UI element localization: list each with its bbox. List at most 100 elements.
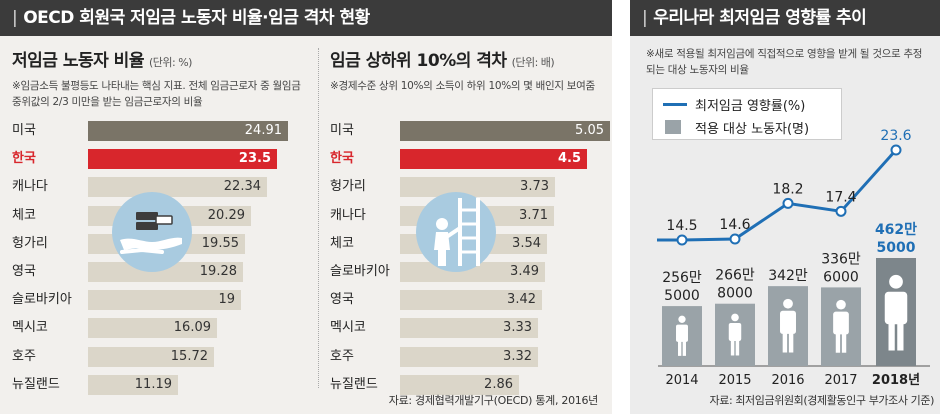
person-icon: [731, 313, 739, 322]
person-icon: [888, 323, 895, 351]
bar: [400, 121, 610, 141]
value-label: 3.49: [510, 264, 539, 279]
bar: [400, 346, 538, 367]
year-tick-label: 2014: [665, 373, 698, 388]
person-icon: [730, 340, 735, 356]
low-wage-panel: | OECD 회원국 저임금 노동자 비율·임금 격차 현황 저임금 노동자 비율…: [0, 0, 612, 414]
person-icon: [836, 299, 846, 310]
value-label: 4.5: [557, 151, 581, 167]
value-label: 3.32: [503, 348, 532, 364]
bar-row: 캐나다 3.71: [330, 204, 670, 230]
rate-point: [676, 234, 688, 246]
worker-count-label: 256만: [662, 270, 702, 286]
person-icon: [835, 333, 841, 353]
category-label: 영국: [330, 292, 354, 308]
rate-point: [782, 197, 794, 209]
category-label: 체코: [12, 207, 36, 223]
category-label: 슬로바키아: [330, 264, 390, 279]
bar-row: 호주 15.72: [12, 345, 348, 371]
value-label: 24.91: [244, 123, 282, 138]
bar: [400, 290, 542, 311]
category-label: 호주: [12, 348, 36, 364]
ladder-person-icon-graphic: [434, 198, 480, 266]
bar: [400, 177, 555, 198]
worker-count-label: 462만: [875, 222, 917, 238]
category-label: 헝가리: [330, 179, 366, 195]
category-label: 캐나다: [12, 179, 48, 195]
person-icon: [682, 341, 686, 356]
bar-row: 뉴질랜드 11.19: [12, 373, 348, 399]
bar-row: 체코 3.54: [330, 232, 670, 258]
category-label: 호주: [330, 348, 354, 364]
category-label: 한국: [330, 151, 354, 167]
value-label: 19.28: [199, 264, 237, 279]
panel-header: | OECD 회원국 저임금 노동자 비율·임금 격차 현황: [0, 0, 612, 36]
rate-value-label: 17.4: [825, 189, 856, 205]
bar-row: 헝가리 3.73: [330, 175, 670, 201]
bar: [400, 374, 519, 395]
value-label: 2.86: [484, 376, 513, 392]
rate-value-label: 14.6: [719, 217, 750, 233]
bar-row: 영국 19.28: [12, 260, 348, 286]
worker-count-label: 6000: [823, 269, 859, 285]
hand-money-icon: [112, 192, 192, 272]
bar-row: 멕시코 3.33: [330, 316, 670, 342]
bar-row: 한국 4.5: [330, 147, 670, 173]
bar: [88, 121, 288, 141]
bar-row: 캐나다 22.34: [12, 175, 348, 201]
chart-legend: 최저임금 영향률(%) 적용 대상 노동자(명): [652, 88, 842, 140]
value-label: 19.55: [201, 235, 239, 251]
legend-item-rate: 최저임금 영향률(%): [695, 99, 806, 114]
worker-count-label: 342만: [768, 268, 808, 284]
chart-note-low-wage: ※임금소득 불평등도 나타내는 핵심 지표. 전체 임금근로자 중 월임금 중위…: [12, 80, 301, 108]
source-note-right: 자료: 최저임금위원회(경제활동인구 부가조사 기준): [709, 394, 935, 407]
value-label: 15.72: [170, 348, 208, 364]
bar: [88, 318, 217, 339]
rate-value-label: 18.2: [772, 181, 803, 197]
value-label: 16.09: [173, 320, 211, 336]
category-label: 한국: [12, 151, 36, 167]
value-label: 3.54: [512, 235, 541, 251]
year-tick-label: 2017: [824, 373, 857, 388]
category-label: 뉴질랜드: [330, 376, 378, 392]
person-icon: [782, 332, 788, 353]
person-icon: [676, 324, 688, 342]
category-label: 미국: [330, 123, 354, 138]
bar-row: 미국 5.05: [330, 119, 670, 145]
ladder-person-icon: [416, 192, 496, 272]
bar-row: 슬로바키아 3.49: [330, 260, 670, 286]
person-icon: [783, 298, 793, 309]
category-label: 멕시코: [330, 320, 366, 336]
value-label: 22.34: [223, 179, 261, 195]
bar-row: 영국 3.42: [330, 288, 670, 314]
chart-title-text: 임금 상하위 10%의 격차: [330, 51, 507, 71]
bar-row: 미국 24.91: [12, 119, 348, 145]
unit-label: (단위: %): [148, 56, 192, 69]
person-icon: [780, 310, 796, 334]
value-label: 3.71: [519, 207, 548, 223]
worker-count-label: 5000: [877, 240, 916, 256]
hand-money-icon-graphic: [120, 212, 182, 254]
value-label: 3.73: [520, 179, 549, 195]
category-label: 체코: [330, 235, 354, 251]
person-icon: [897, 323, 904, 351]
chart-note-wage-gap: ※경제수준 상위 10%의 소득이 하위 10%의 몇 배인지 보여줌: [330, 80, 595, 92]
bar: [88, 149, 277, 170]
rate-point: [835, 205, 847, 217]
person-icon: [678, 315, 686, 323]
legend-line-swatch: [663, 103, 687, 106]
unit-label: (단위: 배): [511, 56, 555, 69]
category-label: 영국: [12, 264, 36, 279]
worker-count-label: 266만: [715, 268, 755, 284]
bar-row: 한국 23.5: [12, 147, 348, 173]
value-label: 3.33: [503, 320, 532, 336]
chart-title-low-wage: 저임금 노동자 비율 (단위: %): [12, 46, 192, 71]
impact-note: ※새로 적용될 최저임금에 직접적으로 영향을 받게 될 것으로 추정되는 대상…: [646, 48, 923, 76]
person-icon: [728, 322, 742, 341]
panel-title: 우리나라 최저임금 영향률 추이: [653, 8, 867, 28]
bar: [400, 318, 538, 339]
rate-value-label: 23.6: [880, 128, 911, 144]
impact-rate-chart: 256만 5000 2014 266만 8000 2015 342만 2016 336만 6000…: [657, 128, 930, 388]
value-label: 5.05: [575, 123, 604, 138]
value-label: 19: [218, 292, 235, 308]
